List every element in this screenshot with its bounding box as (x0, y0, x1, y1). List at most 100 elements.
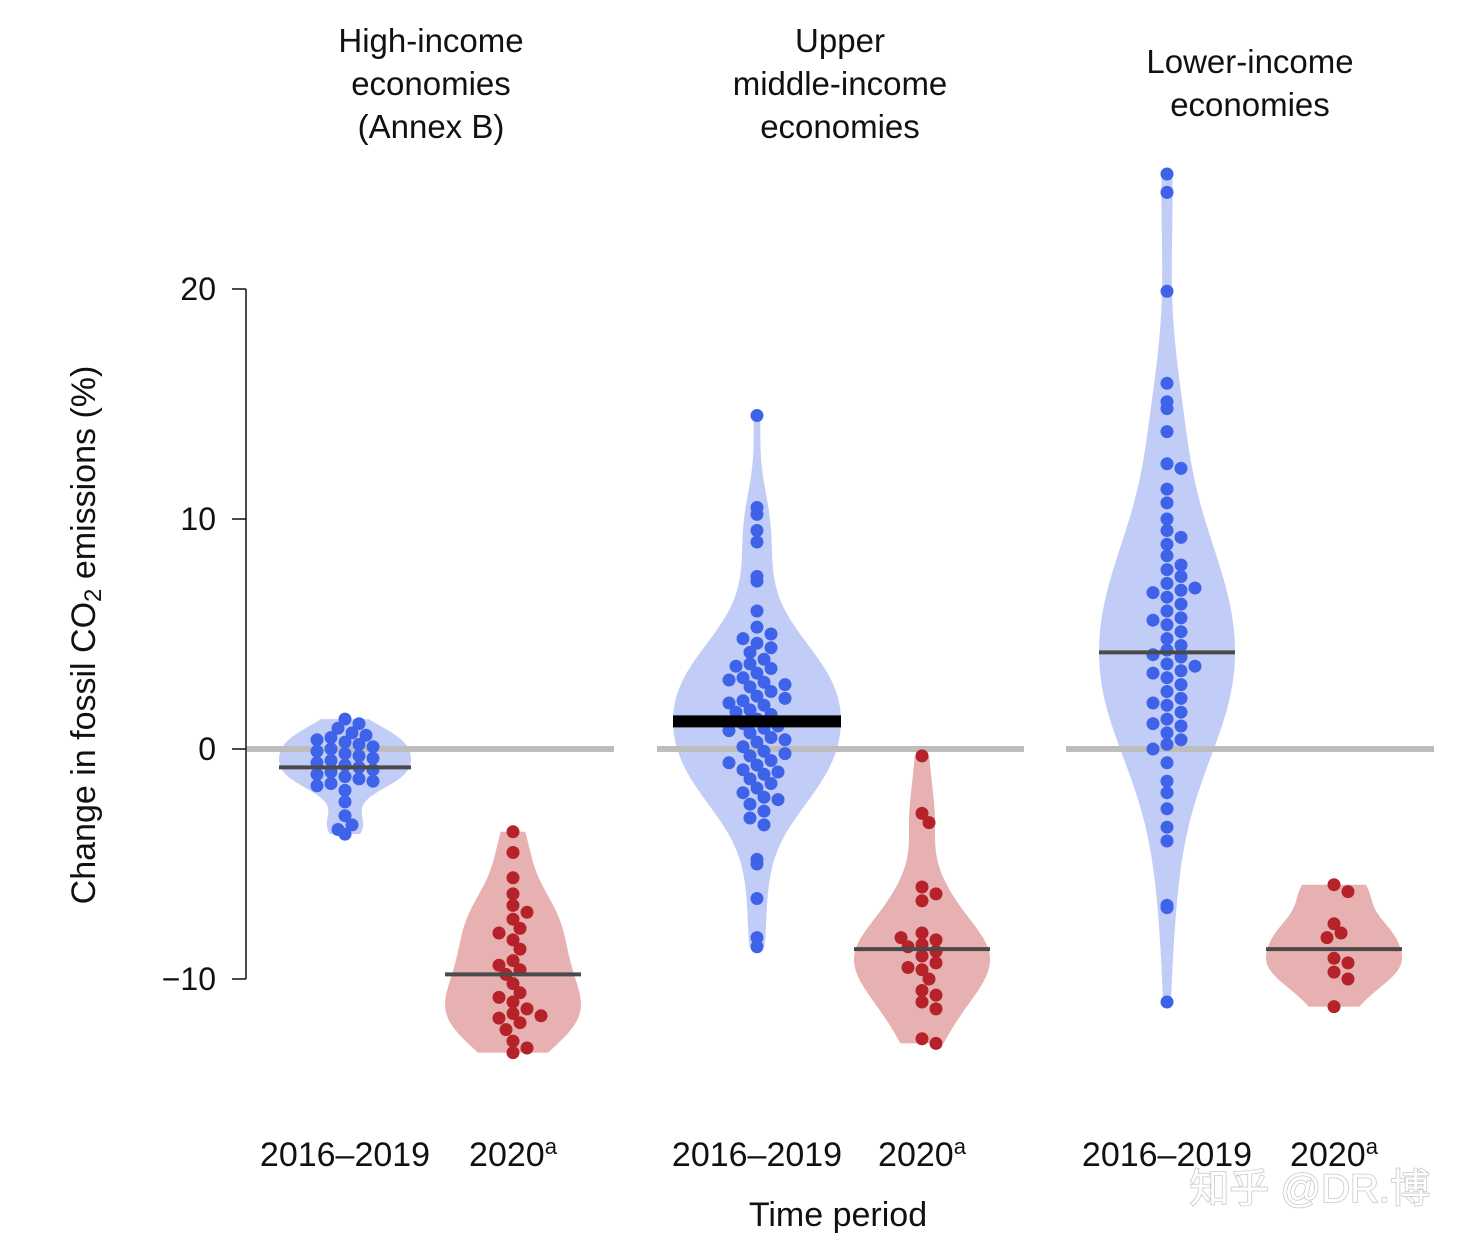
data-point (750, 689, 764, 703)
data-point (1174, 611, 1188, 625)
data-point (338, 783, 352, 797)
panel-title: High-income economies (Annex B) (338, 22, 523, 145)
data-point (1174, 678, 1188, 692)
data-point (1160, 512, 1174, 526)
category-label: 2016–2019 (672, 1136, 842, 1174)
data-point (1327, 951, 1341, 965)
data-point (750, 781, 764, 795)
data-point (929, 1036, 943, 1050)
data-point (750, 735, 764, 749)
data-point (506, 954, 520, 968)
data-point (901, 961, 915, 974)
data-point (1160, 671, 1174, 685)
data-point (750, 892, 764, 905)
data-point (1146, 742, 1160, 756)
data-point (1160, 167, 1174, 181)
data-point (757, 790, 771, 804)
data-point (1341, 885, 1355, 899)
data-point (736, 763, 750, 777)
data-point (764, 641, 778, 655)
data-point (1160, 698, 1174, 712)
data-point (750, 666, 764, 680)
data-point (520, 1041, 534, 1055)
data-point (1160, 185, 1174, 199)
data-point (1160, 376, 1174, 390)
data-point (1160, 618, 1174, 632)
data-point (1341, 956, 1355, 970)
data-point (750, 604, 764, 618)
data-point (345, 726, 359, 740)
data-point (764, 627, 778, 641)
data-point (513, 986, 527, 1000)
category-label-text: 2016–2019 (260, 1136, 430, 1174)
data-point (1160, 726, 1174, 740)
data-point (915, 749, 929, 763)
category-label: 2016–2019 (1082, 1136, 1252, 1174)
category-label: 2020a (469, 1134, 558, 1174)
data-point (1174, 733, 1188, 747)
data-point (513, 921, 527, 935)
data-point (1160, 685, 1174, 698)
data-point (1174, 664, 1188, 678)
data-point (352, 772, 366, 786)
data-point (1160, 632, 1174, 646)
data-point (915, 984, 929, 997)
data-point (534, 1009, 548, 1023)
data-point (764, 662, 778, 675)
data-point (771, 765, 785, 779)
data-point (1160, 425, 1174, 439)
data-point (338, 758, 352, 772)
data-point (757, 698, 771, 712)
data-point (492, 926, 506, 940)
watermark-text: 知乎 @DR.博 (1189, 1167, 1430, 1211)
data-point (513, 1016, 527, 1030)
data-point (1160, 643, 1174, 657)
data-point (506, 995, 520, 1009)
panel-2: Upper middle-income economies 2016–2019 2020… (657, 22, 1024, 1174)
y-axis-title: Change in fossil CO2 emissions (%) (65, 366, 107, 905)
data-point (915, 926, 929, 940)
data-point (1160, 590, 1174, 604)
data-point (757, 744, 771, 758)
data-point (324, 777, 338, 790)
panel-3: Lower-income economies 2016–2019 2020a (1066, 43, 1434, 1174)
data-point (310, 767, 324, 781)
data-point (764, 731, 778, 744)
panels-layer: High-income economies (Annex B) 2016–2019 20… (247, 22, 1434, 1174)
y-tick-label: 20 (180, 271, 216, 307)
data-point (338, 809, 352, 823)
data-point (1327, 917, 1341, 931)
data-point (492, 990, 506, 1004)
data-point (778, 691, 792, 705)
data-point (1188, 659, 1202, 673)
data-point (338, 770, 352, 784)
y-axis-title-main: Change in fossil CO (65, 602, 103, 904)
data-point (1160, 402, 1174, 416)
data-point (750, 758, 764, 772)
category-label-text: 2020 (878, 1136, 954, 1174)
data-point (922, 816, 936, 830)
data-point (506, 846, 520, 859)
data-point (743, 797, 757, 811)
data-point (352, 717, 366, 731)
data-point (366, 751, 380, 765)
data-point (929, 956, 943, 970)
data-point (1174, 558, 1188, 572)
data-point (1160, 524, 1174, 537)
panel-title-line: High-income (338, 22, 523, 59)
data-point (750, 931, 764, 945)
data-point (743, 657, 757, 671)
data-point (722, 673, 736, 687)
data-point (743, 703, 757, 717)
data-point (1174, 691, 1188, 705)
data-point (771, 793, 785, 807)
data-point (750, 507, 764, 521)
data-point (1160, 712, 1174, 726)
data-point (1146, 696, 1160, 710)
data-point (1146, 666, 1160, 680)
category-label-text: 2016–2019 (1082, 1136, 1252, 1174)
data-point (743, 726, 757, 740)
panel-1: High-income economies (Annex B) 2016–2019 20… (247, 22, 614, 1174)
data-point (492, 958, 506, 972)
